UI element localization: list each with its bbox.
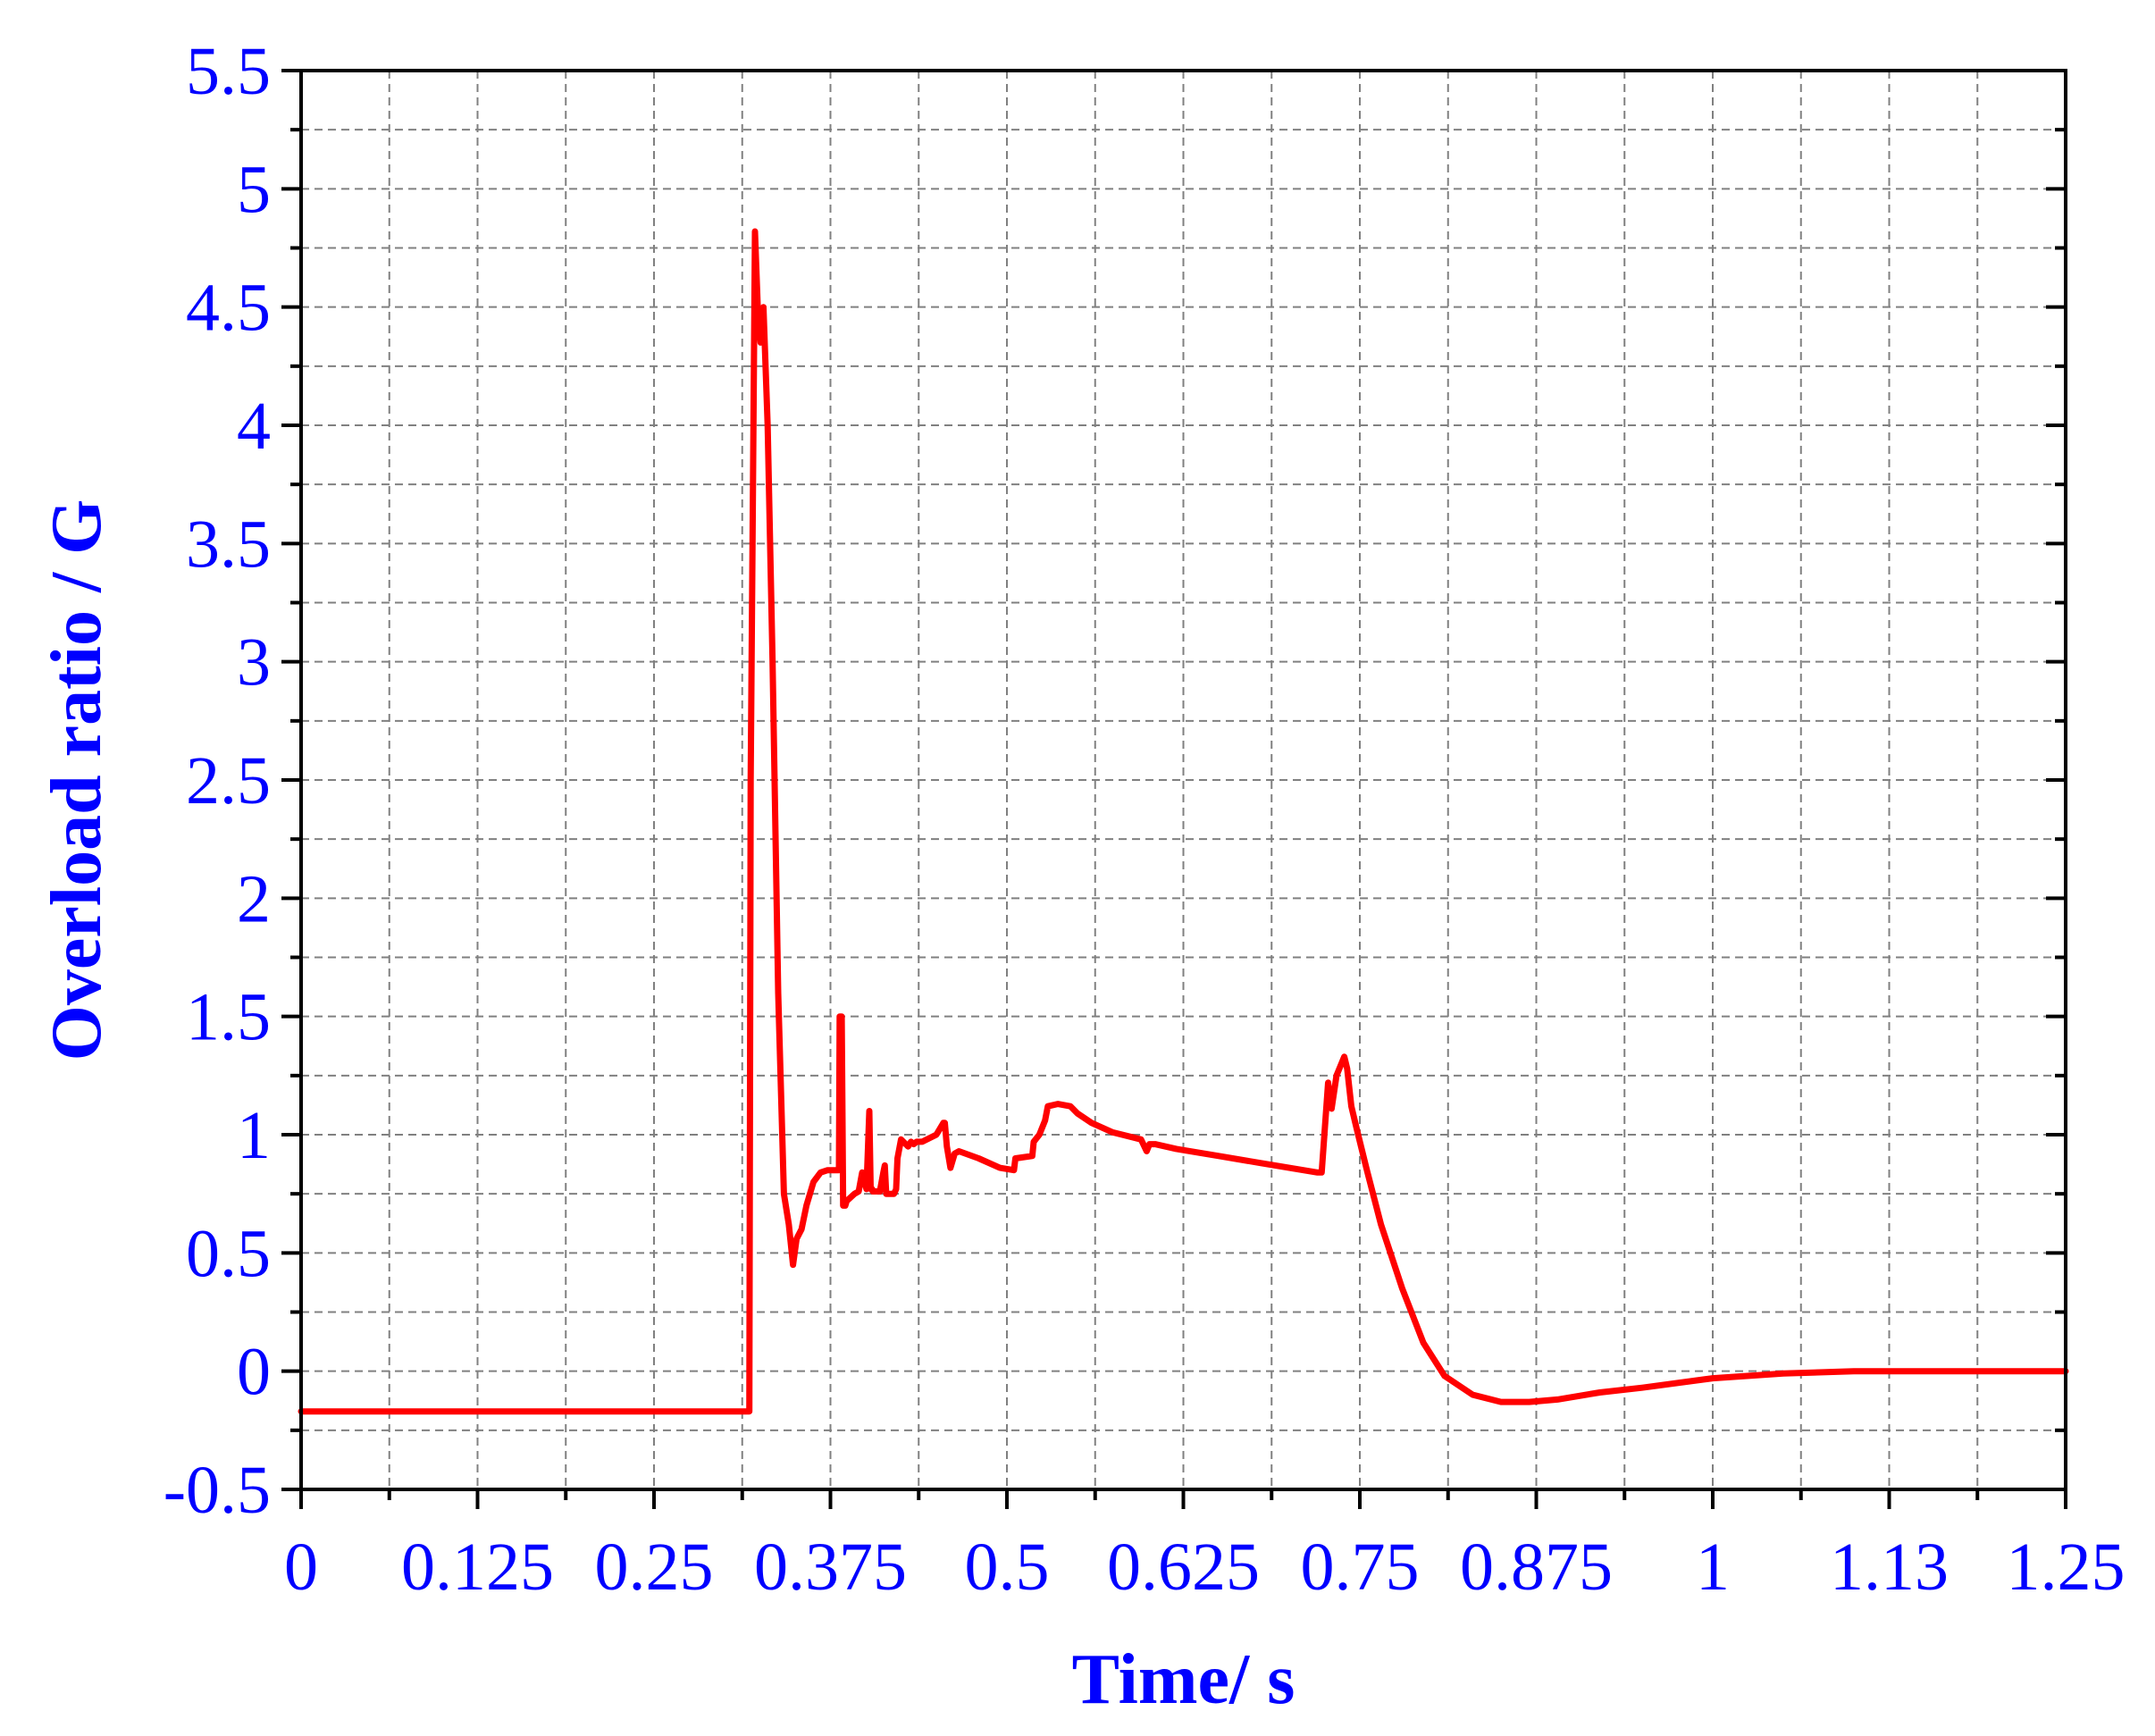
x-tick-label: 0.875 [1460,1530,1613,1605]
x-tick-label: 1.13 [1830,1530,1949,1605]
y-tick-label: -0.5 [164,1453,271,1528]
x-tick-label: 0.375 [754,1530,907,1605]
y-tick-label: 5 [237,152,271,227]
y-tick-label: 1.5 [186,980,271,1055]
gridlines [301,71,2066,1489]
plot-frame [299,69,2067,1491]
y-tick-label: 0.5 [186,1216,271,1291]
x-tick-label: 0.75 [1301,1530,1420,1605]
y-tick-label: 2.5 [186,743,271,818]
y-tick-label: 3.5 [186,507,271,582]
tick-labels: 0 0.125 0.25 0.375 0.5 0.625 0.75 0.875 1 1.13 1.2… [164,34,2126,1605]
y-tick-label: 5.5 [186,34,271,109]
x-tick-label: 0.25 [595,1530,714,1605]
series-line [298,228,2069,1415]
x-tick-label: 1 [1696,1530,1730,1605]
x-tick-label: 0.125 [401,1530,554,1605]
series-layer [298,228,2069,1415]
x-tick-label: 0.625 [1107,1530,1260,1605]
x-tick-label: 0.5 [965,1530,1050,1605]
y-axis-title: Overload ratio / G [38,499,116,1061]
y-tick-label: 0 [237,1335,271,1410]
y-tick-label: 3 [237,625,271,700]
y-tick-label: 2 [237,861,271,936]
y-tick-label: 4.5 [186,271,271,346]
y-tick-label: 1 [237,1098,271,1173]
y-tick-label: 4 [237,389,271,464]
x-tick-label: 0 [284,1530,318,1605]
x-axis-title: Time/ s [1072,1640,1296,1719]
x-tick-label: 1.25 [2007,1530,2126,1605]
